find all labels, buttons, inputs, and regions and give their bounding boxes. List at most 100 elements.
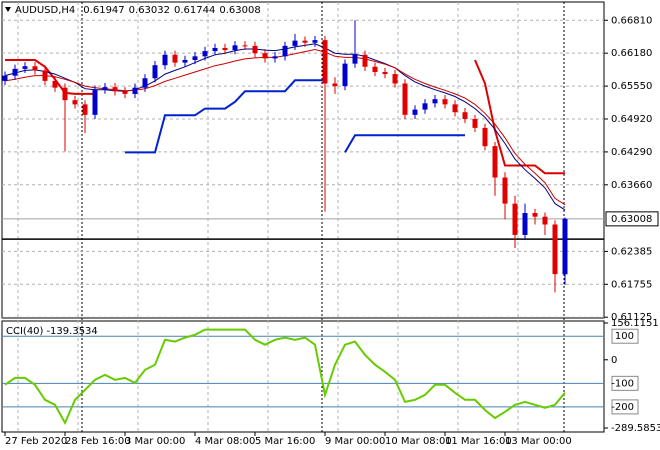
candle-body [562, 218, 568, 275]
y-tick-label: 0.66180 [611, 48, 652, 59]
indicator-name: CCI(40) [6, 326, 44, 337]
y-tick-label: 156.1151 [611, 318, 659, 329]
candle-body [172, 54, 178, 63]
candle-body [292, 40, 298, 46]
candle-body [532, 213, 538, 217]
candle-body [92, 89, 98, 115]
y-tick-label: 0.61125 [611, 312, 652, 323]
x-tick-label: 3 Mar 00:00 [125, 436, 185, 447]
candle-body [132, 87, 138, 94]
menu-arrow[interactable] [5, 7, 11, 12]
candle-body [232, 45, 238, 51]
candle-body [122, 91, 128, 94]
current-price: 0.63008 [611, 214, 652, 225]
chart-title: AUDUSD,H4 0.61947 0.63032 0.61744 0.63008 [15, 5, 261, 16]
candle-body [462, 112, 468, 119]
candle-body [302, 40, 308, 43]
candle-body [402, 83, 408, 115]
x-tick-label: 5 Mar 16:00 [255, 436, 315, 447]
level-box [611, 399, 639, 415]
y-tick-label: 0.63660 [611, 180, 652, 191]
candle-body [12, 68, 18, 76]
candle-body [272, 56, 278, 59]
y-tick-label: 0.64920 [611, 114, 652, 125]
candle-body [162, 54, 168, 66]
candle-body [542, 216, 548, 225]
x-tick-label: 9 Mar 00:00 [325, 436, 385, 447]
cci-line [4, 328, 566, 426]
candle-body [42, 70, 48, 81]
price-box [605, 211, 659, 227]
candle-body [82, 104, 88, 115]
candle-body [52, 80, 58, 88]
candle-body [482, 127, 488, 147]
candle-body [112, 87, 118, 92]
y-tick-label: 0 [611, 355, 617, 366]
candle-body [362, 54, 368, 67]
candle-body [332, 83, 338, 87]
level-label: -100 [611, 378, 634, 389]
level-box [611, 328, 639, 344]
x-tick-label: 4 Mar 08:00 [195, 436, 255, 447]
candle-body [72, 100, 78, 105]
x-tick-label: 27 Feb 2020 [5, 436, 67, 447]
y-tick-label: 0.65550 [611, 81, 652, 92]
candle-body [142, 78, 148, 88]
candle-body [192, 56, 198, 60]
candle-body [342, 63, 348, 87]
candle-body [102, 87, 108, 90]
title-part: 0.61947 [83, 5, 124, 16]
indicator-title: CCI(40) -139.3534 [6, 326, 98, 337]
title-part: 0.63008 [219, 5, 260, 16]
level-label: 100 [615, 331, 634, 342]
x-tick-label: 13 Mar 00:00 [505, 436, 572, 447]
candle-body [552, 224, 558, 275]
candle-body [252, 45, 258, 54]
candle-body [422, 103, 428, 110]
candle-body [242, 45, 248, 47]
candle-body [322, 40, 328, 84]
candle-body [432, 99, 438, 104]
candle-body [282, 45, 288, 57]
candle-body [412, 109, 418, 115]
candle-body [182, 59, 188, 63]
title-part: AUDUSD,H4 [15, 5, 75, 16]
candle-body [212, 47, 218, 52]
candle-body [62, 87, 68, 101]
title-part: 0.63032 [129, 5, 170, 16]
candle-body [2, 75, 8, 81]
y-tick-label: -289.5853 [611, 423, 660, 434]
y-tick-label: 0.66810 [611, 15, 652, 26]
level-label: -200 [611, 402, 634, 413]
level-box [611, 375, 639, 391]
candle-body [32, 66, 38, 71]
y-tick-label: 0.61755 [611, 279, 652, 290]
x-tick-label: 10 Mar 08:00 [385, 436, 452, 447]
y-tick-label: 0.62385 [611, 246, 652, 257]
x-tick-label: 28 Feb 16:00 [65, 436, 131, 447]
candle-body [22, 66, 28, 69]
candle-body [312, 40, 318, 43]
candle-body [372, 66, 378, 72]
y-tick-label: 0.64290 [611, 147, 652, 158]
candle-body [202, 51, 208, 57]
candle-body [522, 213, 528, 235]
candle-body [392, 74, 398, 84]
candle-body [502, 177, 508, 204]
candle-body [352, 54, 358, 64]
candle-body [152, 65, 158, 79]
x-tick-label: 11 Mar 16:00 [445, 436, 512, 447]
main-panel [1, 1, 605, 319]
stop-line [125, 79, 465, 154]
candle-body [472, 118, 478, 128]
candle-body [492, 146, 498, 178]
candle-body [262, 53, 268, 59]
candle-body [512, 203, 518, 235]
candle-body [222, 47, 228, 51]
candle-body [452, 104, 458, 113]
indicator-value: -139.3534 [46, 326, 97, 337]
candle-body [442, 99, 448, 105]
candle-body [382, 71, 388, 75]
title-part: 0.61744 [174, 5, 215, 16]
